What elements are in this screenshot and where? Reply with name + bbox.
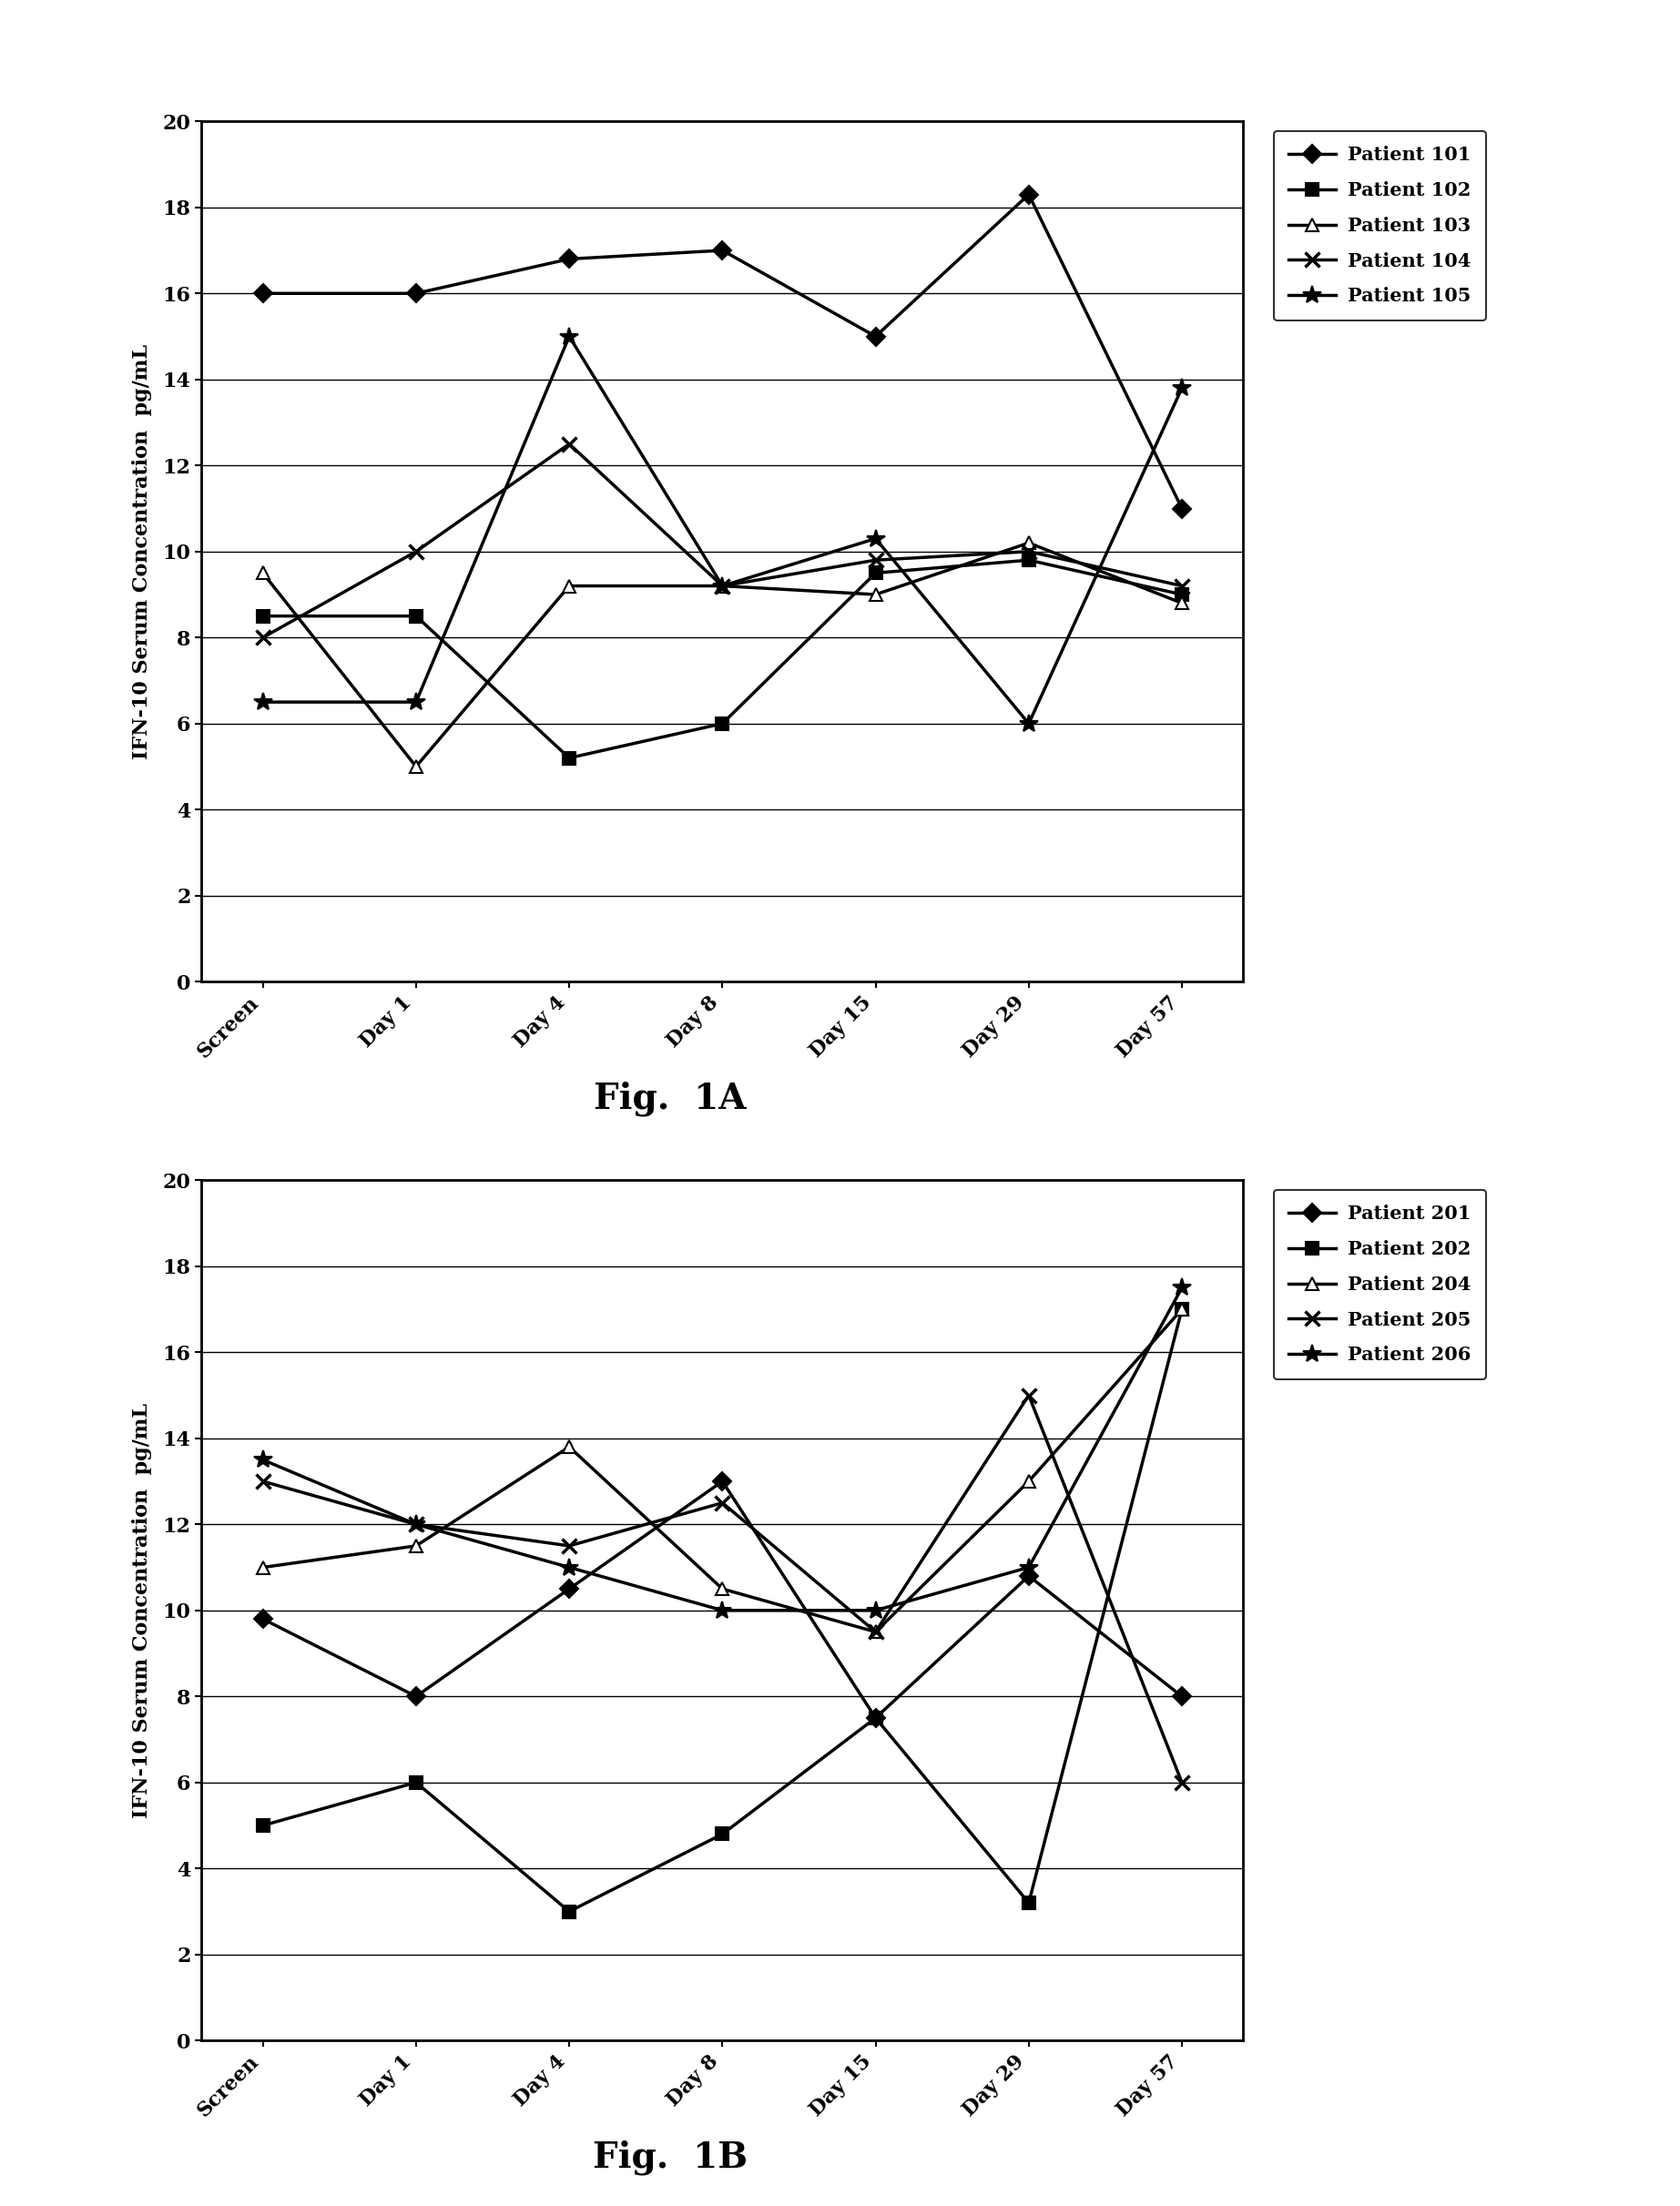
Patient 105 bbox=[1173, 375, 1193, 401]
Line: Patient 206: Patient 206 bbox=[254, 1277, 1191, 1619]
Line: Patient 102: Patient 102 bbox=[257, 554, 1188, 763]
Patient 204 bbox=[559, 1434, 580, 1460]
Patient 103 bbox=[712, 574, 732, 600]
Patient 206 bbox=[407, 1511, 427, 1538]
Patient 202 bbox=[1018, 1891, 1038, 1917]
Line: Patient 205: Patient 205 bbox=[255, 1388, 1189, 1789]
Patient 101 bbox=[1173, 494, 1193, 521]
Patient 201 bbox=[407, 1683, 427, 1710]
Patient 104 bbox=[712, 574, 732, 600]
Patient 105 bbox=[559, 322, 580, 349]
Patient 201 bbox=[1018, 1562, 1038, 1588]
Patient 103 bbox=[865, 580, 885, 607]
Patient 206 bbox=[712, 1597, 732, 1624]
Patient 206 bbox=[1173, 1275, 1193, 1302]
Patient 204 bbox=[865, 1619, 885, 1646]
Patient 204 bbox=[407, 1533, 427, 1560]
Patient 205 bbox=[252, 1469, 272, 1496]
Patient 104 bbox=[1018, 538, 1038, 565]
Patient 205 bbox=[712, 1489, 732, 1516]
Legend: Patient 101, Patient 102, Patient 103, Patient 104, Patient 105: Patient 101, Patient 102, Patient 103, P… bbox=[1273, 130, 1485, 320]
Patient 104 bbox=[559, 430, 580, 457]
Patient 105 bbox=[407, 688, 427, 715]
Patient 102 bbox=[712, 710, 732, 737]
Patient 206 bbox=[252, 1447, 272, 1474]
Patient 204 bbox=[252, 1553, 272, 1579]
Text: Fig.  1B: Fig. 1B bbox=[593, 2140, 748, 2175]
Line: Patient 202: Patient 202 bbox=[257, 1304, 1188, 1917]
Patient 205 bbox=[407, 1511, 427, 1538]
Patient 205 bbox=[1173, 1769, 1193, 1796]
Patient 102 bbox=[1018, 547, 1038, 574]
Patient 105 bbox=[1018, 710, 1038, 737]
Patient 104 bbox=[407, 538, 427, 565]
Legend: Patient 201, Patient 202, Patient 204, Patient 205, Patient 206: Patient 201, Patient 202, Patient 204, P… bbox=[1273, 1189, 1485, 1379]
Patient 105 bbox=[712, 574, 732, 600]
Patient 103 bbox=[1173, 589, 1193, 615]
Patient 102 bbox=[252, 602, 272, 629]
Patient 105 bbox=[252, 688, 272, 715]
Patient 201 bbox=[559, 1575, 580, 1602]
Patient 206 bbox=[1018, 1553, 1038, 1579]
Line: Patient 105: Patient 105 bbox=[254, 326, 1191, 732]
Patient 104 bbox=[1173, 574, 1193, 600]
Patient 101 bbox=[1018, 181, 1038, 207]
Patient 205 bbox=[559, 1533, 580, 1560]
Patient 201 bbox=[252, 1606, 272, 1632]
Patient 202 bbox=[407, 1769, 427, 1796]
Line: Patient 104: Patient 104 bbox=[255, 437, 1189, 644]
Patient 202 bbox=[1173, 1295, 1193, 1321]
Patient 102 bbox=[407, 602, 427, 629]
Line: Patient 101: Patient 101 bbox=[257, 188, 1188, 514]
Patient 101 bbox=[407, 280, 427, 307]
Line: Patient 201: Patient 201 bbox=[257, 1476, 1188, 1725]
Patient 206 bbox=[559, 1553, 580, 1579]
Y-axis label: IFN-10 Serum Concentration  pg/mL: IFN-10 Serum Concentration pg/mL bbox=[133, 1403, 153, 1818]
Patient 103 bbox=[559, 574, 580, 600]
Patient 201 bbox=[865, 1705, 885, 1732]
Patient 104 bbox=[252, 624, 272, 651]
Patient 206 bbox=[865, 1597, 885, 1624]
Patient 103 bbox=[1018, 529, 1038, 556]
Patient 202 bbox=[865, 1705, 885, 1732]
Patient 204 bbox=[712, 1575, 732, 1602]
Patient 105 bbox=[865, 525, 885, 552]
Patient 101 bbox=[252, 280, 272, 307]
Patient 205 bbox=[1018, 1381, 1038, 1407]
Patient 102 bbox=[559, 746, 580, 772]
Patient 103 bbox=[407, 752, 427, 779]
Patient 204 bbox=[1173, 1295, 1193, 1321]
Patient 202 bbox=[559, 1897, 580, 1924]
Text: Fig.  1A: Fig. 1A bbox=[595, 1081, 746, 1116]
Patient 102 bbox=[1173, 580, 1193, 607]
Patient 202 bbox=[712, 1820, 732, 1846]
Y-axis label: IFN-10 Serum Concentration  pg/mL: IFN-10 Serum Concentration pg/mL bbox=[133, 344, 153, 759]
Patient 101 bbox=[559, 245, 580, 271]
Patient 204 bbox=[1018, 1469, 1038, 1496]
Patient 101 bbox=[865, 322, 885, 349]
Patient 202 bbox=[252, 1813, 272, 1840]
Patient 102 bbox=[865, 560, 885, 587]
Patient 201 bbox=[1173, 1683, 1193, 1710]
Line: Patient 103: Patient 103 bbox=[257, 536, 1188, 772]
Patient 201 bbox=[712, 1469, 732, 1496]
Patient 103 bbox=[252, 560, 272, 587]
Patient 104 bbox=[865, 547, 885, 574]
Patient 205 bbox=[865, 1619, 885, 1646]
Line: Patient 204: Patient 204 bbox=[257, 1304, 1188, 1639]
Patient 101 bbox=[712, 236, 732, 263]
